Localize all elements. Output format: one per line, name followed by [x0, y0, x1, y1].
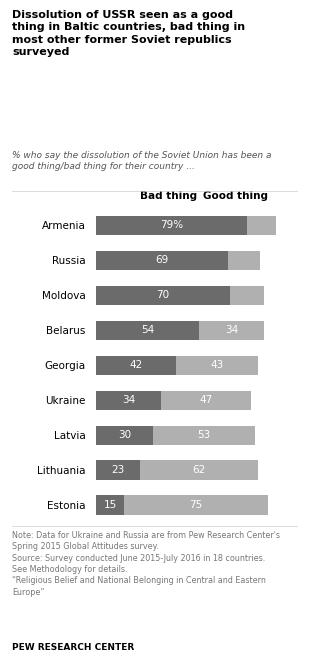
Text: Good thing: Good thing [203, 191, 268, 201]
Bar [125, 496, 268, 515]
Text: 30: 30 [118, 430, 131, 440]
Text: Dissolution of USSR seen as a good
thing in Baltic countries, bad thing in
most : Dissolution of USSR seen as a good thing… [12, 10, 245, 57]
Text: 43: 43 [211, 360, 224, 370]
Bar [96, 391, 161, 410]
Text: Note: Data for Ukraine and Russia are from Pew Research Center's
Spring 2015 Glo: Note: Data for Ukraine and Russia are fr… [12, 531, 280, 597]
Bar [96, 425, 153, 445]
Bar [96, 285, 230, 305]
Text: 75: 75 [190, 500, 203, 510]
Text: PEW RESEARCH CENTER: PEW RESEARCH CENTER [12, 643, 135, 652]
Bar [96, 496, 125, 515]
Bar [161, 391, 251, 410]
Bar [96, 356, 176, 375]
Bar [199, 320, 264, 340]
Text: 62: 62 [193, 465, 206, 475]
Bar [230, 285, 264, 305]
Text: 34: 34 [225, 325, 238, 335]
Bar [96, 320, 199, 340]
Bar [96, 460, 140, 480]
Text: 17: 17 [262, 255, 275, 265]
Bar [140, 460, 258, 480]
Text: 15: 15 [104, 500, 117, 510]
Bar [96, 251, 228, 270]
Text: 18: 18 [266, 290, 279, 300]
Bar [96, 216, 247, 234]
Text: 53: 53 [197, 430, 210, 440]
Text: 47: 47 [199, 395, 212, 405]
Text: Bad thing: Bad thing [140, 191, 197, 201]
Bar [176, 356, 258, 375]
Text: 34: 34 [122, 395, 135, 405]
Bar [228, 251, 260, 270]
Text: 79%: 79% [160, 220, 183, 230]
Bar [153, 425, 255, 445]
Text: 42: 42 [129, 360, 142, 370]
Text: 15%: 15% [277, 220, 301, 230]
Text: % who say the dissolution of the Soviet Union has been a
good thing/bad thing fo: % who say the dissolution of the Soviet … [12, 151, 272, 171]
Text: 54: 54 [141, 325, 154, 335]
Bar [247, 216, 276, 234]
Text: 23: 23 [111, 465, 125, 475]
Text: 70: 70 [156, 290, 169, 300]
Text: 69: 69 [155, 255, 168, 265]
